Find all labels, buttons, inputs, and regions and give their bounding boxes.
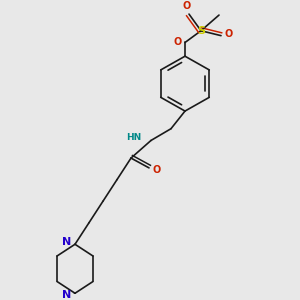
Text: O: O — [225, 29, 233, 39]
Text: N: N — [62, 237, 72, 247]
Text: S: S — [197, 26, 205, 36]
Text: HN: HN — [126, 133, 141, 142]
Text: O: O — [174, 37, 182, 46]
Text: N: N — [62, 290, 72, 300]
Text: O: O — [153, 165, 161, 175]
Text: O: O — [183, 1, 191, 11]
